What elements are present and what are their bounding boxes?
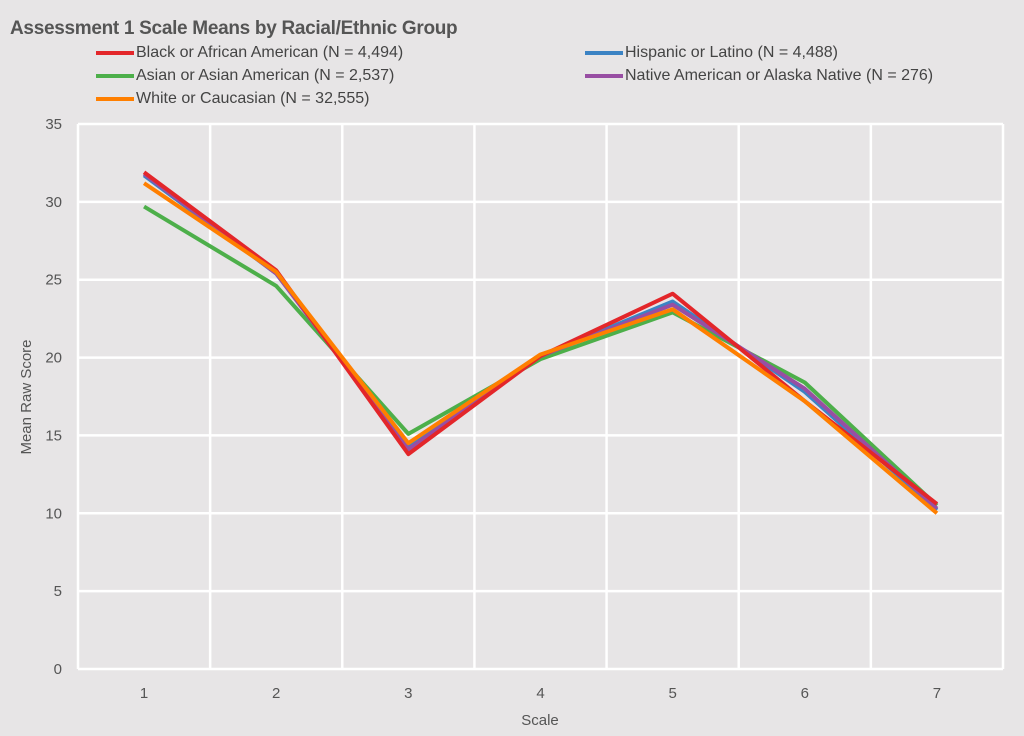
y-tick-label: 0 [54,661,62,678]
y-tick-label: 15 [45,427,62,444]
x-tick-label: 2 [272,685,280,702]
legend-swatch [96,51,134,55]
legend-label: Native American or Alaska Native (N = 27… [625,67,934,84]
chart-title: Assessment 1 Scale Means by Racial/Ethni… [10,18,458,39]
legend-item-black: Black or African American (N = 4,494) [96,44,403,62]
y-axis-label: Mean Raw Score [18,339,35,454]
legend-swatch [96,74,134,78]
y-tick-label: 5 [54,583,62,600]
legend-swatch [585,74,623,78]
legend-item-asian: Asian or Asian American (N = 2,537) [96,67,394,85]
x-axis-label: Scale [521,712,559,729]
legend-label: White or Caucasian (N = 32,555) [136,90,370,107]
series-line-3 [142,172,939,511]
y-tick-label: 30 [45,194,62,211]
y-tick-label: 20 [45,350,62,367]
x-tick-label: 1 [140,685,148,702]
legend-label: Black or African American (N = 4,494) [136,44,404,61]
y-tick-label: 10 [45,505,62,522]
x-tick-label: 7 [933,685,941,702]
legend-item-hispanic: Hispanic or Latino (N = 4,488) [585,44,838,62]
legend-label: Asian or Asian American (N = 2,537) [136,67,395,84]
legend-item-native: Native American or Alaska Native (N = 27… [585,67,933,85]
legend-swatch [585,51,623,55]
x-tick-label: 5 [668,685,676,702]
series-line-4 [142,181,939,515]
series-line-0 [142,170,939,506]
x-tick-label: 3 [404,685,412,702]
x-tick-label: 6 [801,685,809,702]
y-tick-label: 35 [45,116,62,133]
legend-item-white: White or Caucasian (N = 32,555) [96,90,369,108]
x-tick-label: 4 [536,685,544,702]
legend-label: Hispanic or Latino (N = 4,488) [625,44,838,61]
y-tick-label: 25 [45,272,62,289]
series-line-1 [142,173,939,512]
legend-swatch [96,97,134,101]
series-line-2 [143,204,939,507]
